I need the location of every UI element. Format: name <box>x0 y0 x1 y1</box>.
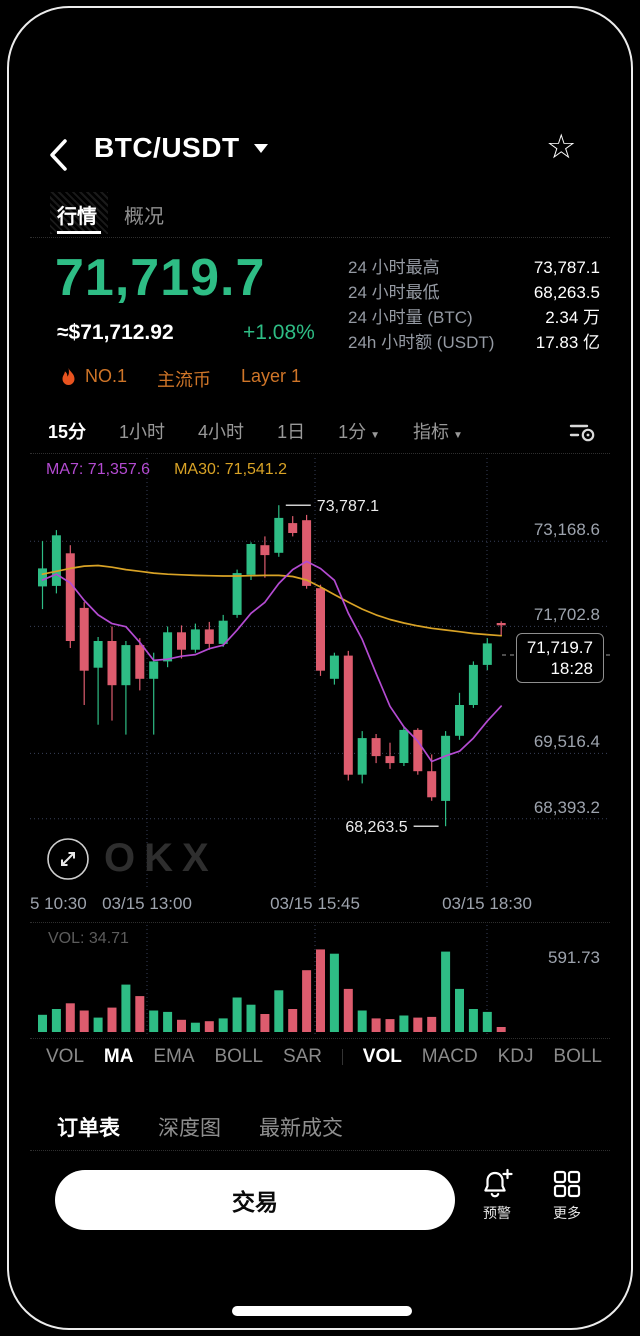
ma-legend: MA7: 71,357.6 MA30: 71,541.2 <box>46 461 287 479</box>
tab-underline <box>57 231 101 234</box>
okx-logo: OKX <box>104 836 218 880</box>
stat-row: 24 小时最高 73,787.1 <box>348 258 600 277</box>
current-price-value: 71,719.7 <box>526 638 593 657</box>
active-tab-highlight <box>50 192 108 234</box>
indicator-macd-6[interactable]: MACD <box>421 1046 478 1067</box>
timeframe-1日[interactable]: 1日 <box>277 422 306 442</box>
timeframe-15分[interactable]: 15分 <box>48 422 87 442</box>
timeframe-4小时[interactable]: 4小时 <box>198 422 245 442</box>
separator <box>30 922 610 923</box>
indicator-ema-2[interactable]: EMA <box>153 1046 195 1067</box>
flame-icon <box>62 368 75 385</box>
indicator-sar-4[interactable]: SAR <box>282 1046 323 1067</box>
home-indicator[interactable] <box>232 1306 412 1316</box>
svg-text:73,787.1: 73,787.1 <box>317 498 379 515</box>
expand-icon[interactable] <box>46 837 90 881</box>
svg-text:68,263.5: 68,263.5 <box>345 819 407 836</box>
stat-row: 24 小时量 (BTC) 2.34 万 <box>348 308 600 327</box>
tab-latest-trades[interactable]: 最新成交 <box>259 1117 343 1140</box>
y-axis-label: 68,393.2 <box>533 797 600 817</box>
y-axis-label: 73,168.6 <box>533 520 600 540</box>
indicator-vol-5[interactable]: VOL <box>362 1046 402 1067</box>
separator <box>30 453 610 454</box>
indicator-kdj-7[interactable]: KDJ <box>497 1046 534 1067</box>
current-price-time: 18:28 <box>550 659 593 678</box>
chart-settings-icon[interactable] <box>568 420 598 444</box>
more-label: 更多 <box>553 1205 581 1221</box>
fiat-price: ≈$71,712.92 <box>57 321 174 344</box>
ma-legend-ma7: MA7: 71,357.6 <box>46 461 151 478</box>
candlestick-chart[interactable]: 73,787.1 68,263.5 <box>30 458 610 890</box>
grid-icon <box>553 1170 581 1198</box>
tab-order-book[interactable]: 订单表 <box>57 1117 120 1140</box>
indicator-divider <box>341 1049 343 1065</box>
y-axis-label: 69,516.4 <box>533 732 600 752</box>
token-badges: NO.1 主流币 Layer 1 <box>60 366 301 392</box>
indicator-bar: VOL MA EMA BOLL SAR VOL MACD KDJ BOLL <box>46 1046 602 1068</box>
volume-chart[interactable] <box>30 925 610 1035</box>
alert-label: 预警 <box>483 1205 511 1221</box>
alert-action[interactable]: 预警 <box>467 1168 527 1223</box>
stat-row: 24h 小时额 (USDT) 17.83 亿 <box>348 333 600 352</box>
pair-title[interactable]: BTC/USDT <box>94 132 268 164</box>
indicator-boll-3[interactable]: BOLL <box>214 1046 264 1067</box>
separator <box>30 1150 610 1151</box>
stat-row: 24 小时最低 68,263.5 <box>348 283 600 302</box>
tab-overview[interactable]: 概况 <box>124 206 164 228</box>
token-badge-2: Layer 1 <box>241 366 302 386</box>
dropdown-1分[interactable]: 1分 ▼ <box>338 422 380 442</box>
trade-button[interactable]: 交易 <box>55 1170 455 1230</box>
tab-depth-chart[interactable]: 深度图 <box>158 1117 221 1140</box>
separator <box>30 237 610 238</box>
time-axis: 5 10:30 03/15 13:00 03/15 15:45 03/15 18:30 <box>30 894 610 918</box>
bell-plus-icon <box>484 1168 513 1198</box>
ma-legend-ma30: MA30: 71,541.2 <box>174 461 288 478</box>
x-axis-label: 5 10:30 <box>30 894 87 913</box>
x-axis-label: 03/15 13:00 <box>102 894 192 913</box>
price-change-percent: +1.08% <box>243 321 315 344</box>
okx-watermark: OKX <box>46 836 218 881</box>
indicator-boll-8[interactable]: BOLL <box>553 1046 602 1067</box>
indicator-vol-0[interactable]: VOL <box>46 1046 85 1067</box>
tab-quotes[interactable]: 行情 <box>57 206 97 228</box>
y-axis-label: 71,702.8 <box>533 605 600 625</box>
separator <box>30 1038 610 1039</box>
timeframe-bar: 15分 1小时 4小时 1日 1分 ▼ 指标 ▼ <box>48 418 463 444</box>
stats-24h: 24 小时最高 73,787.1 24 小时最低 68,263.5 24 小时量 (BT… <box>348 255 600 355</box>
token-badge-0: NO.1 <box>85 366 128 386</box>
volume-label: VOL: 34.71 <box>48 930 129 947</box>
volume-scale-max: 591.73 <box>548 948 600 967</box>
caret-down-icon <box>253 144 268 153</box>
token-badge-1: 主流币 <box>157 370 212 390</box>
more-action[interactable]: 更多 <box>537 1168 597 1223</box>
current-price-badge: 71,719.7 18:28 <box>515 633 604 683</box>
back-icon[interactable] <box>48 138 70 172</box>
timeframe-1小时[interactable]: 1小时 <box>119 422 166 442</box>
favorite-star-icon[interactable]: ☆ <box>546 128 577 166</box>
x-axis-label: 03/15 15:45 <box>270 894 360 913</box>
indicator-ma-1[interactable]: MA <box>103 1046 134 1067</box>
order-tab-bar: 订单表 深度图 最新成交 <box>57 1112 343 1142</box>
x-axis-label: 03/15 18:30 <box>442 894 532 913</box>
dropdown-指标[interactable]: 指标 ▼ <box>413 422 463 442</box>
last-price: 71,719.7 <box>55 249 266 307</box>
